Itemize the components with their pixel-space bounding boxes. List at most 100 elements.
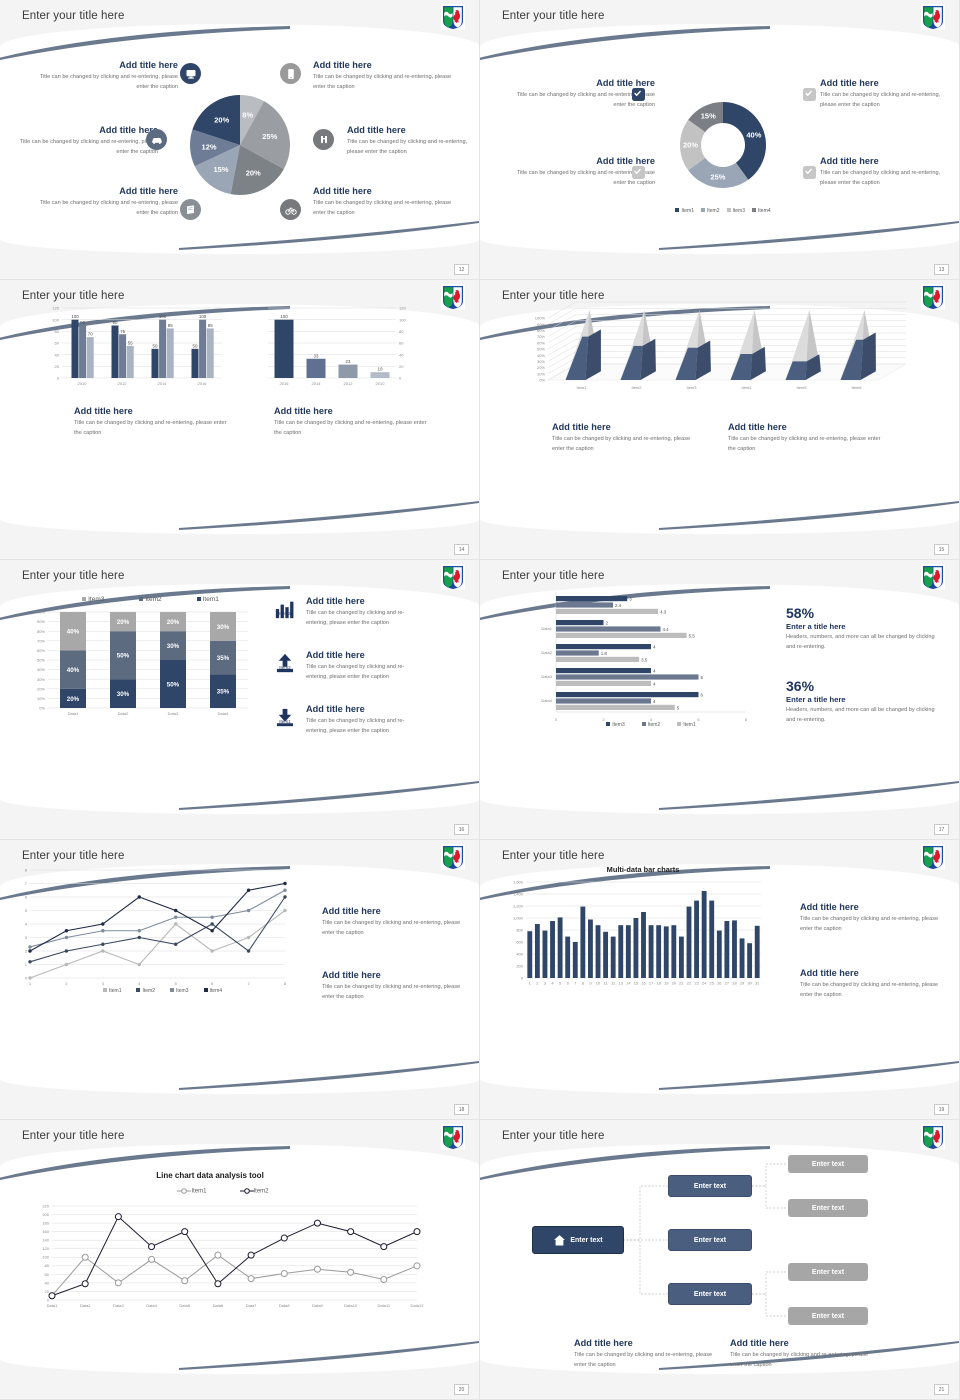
slide-title[interactable]: Enter your title here bbox=[22, 10, 125, 22]
block-heading[interactable]: Add title here bbox=[800, 968, 859, 978]
block-heading[interactable]: Add title here bbox=[119, 186, 178, 196]
slide-cone-3d[interactable]: Enter your title here 15 0% 10% 20% 30% 40% 5… bbox=[480, 280, 960, 560]
svg-text:5: 5 bbox=[677, 705, 680, 710]
slide-org-flow[interactable]: Enter your title here 21 Enter text Ente… bbox=[480, 1120, 960, 1400]
slide-pie-6-icons[interactable]: Enter your title here 12 8% 25% 20% 15% 12% 2… bbox=[0, 0, 480, 280]
slide-title[interactable]: Enter your title here bbox=[502, 290, 605, 302]
flow-leaf-node[interactable]: Enter text bbox=[788, 1199, 868, 1217]
block-caption[interactable]: Title can be changed by clicking and re-… bbox=[306, 664, 405, 680]
download-icon[interactable] bbox=[274, 706, 296, 727]
block-heading[interactable]: Add title here bbox=[313, 60, 372, 70]
icon-with-label[interactable]: Item2 bbox=[274, 652, 296, 673]
block-caption[interactable]: Title can be changed by clicking and re-… bbox=[574, 1352, 713, 1368]
slide-title[interactable]: Enter your title here bbox=[22, 850, 125, 862]
upload-icon[interactable] bbox=[274, 652, 296, 673]
slide-title[interactable]: Enter your title here bbox=[502, 570, 605, 582]
monitor-icon[interactable] bbox=[180, 63, 201, 84]
block-caption[interactable]: Title can be changed by clicking and re-… bbox=[730, 1352, 869, 1368]
block-heading[interactable]: Add title here bbox=[322, 906, 381, 916]
block-heading[interactable]: Add title here bbox=[574, 1338, 633, 1348]
block-caption[interactable]: Title can be changed by clicking and re-… bbox=[800, 916, 939, 932]
flow-leaf-node[interactable]: Enter text bbox=[788, 1307, 868, 1325]
book-icon[interactable] bbox=[180, 199, 201, 220]
slide-title[interactable]: Enter your title here bbox=[502, 850, 605, 862]
block-caption[interactable]: Title can be changed by clicking and re-… bbox=[347, 139, 468, 155]
block-caption[interactable]: Title can be changed by clicking and re-… bbox=[820, 92, 941, 108]
slide-title[interactable]: Enter your title here bbox=[502, 1130, 605, 1142]
slide-title[interactable]: Enter your title here bbox=[502, 10, 605, 22]
block-caption[interactable]: Title can be changed by clicking and re-… bbox=[728, 436, 881, 452]
slide-two-column-bars[interactable]: Enter your title here 14 0 20 40 60 80 100 120… bbox=[0, 280, 480, 560]
block-heading[interactable]: Add title here bbox=[552, 422, 611, 432]
block-caption[interactable]: Title can be changed by clicking and re-… bbox=[800, 982, 939, 998]
car-icon[interactable] bbox=[146, 129, 167, 150]
block-heading[interactable]: Add title here bbox=[820, 78, 879, 88]
block-caption[interactable]: Title can be changed by clicking and re-… bbox=[552, 436, 691, 452]
block-heading[interactable]: Add title here bbox=[596, 156, 655, 166]
block-caption[interactable]: Title can be changed by clicking and re-… bbox=[313, 74, 452, 90]
block-heading[interactable]: Add title here bbox=[306, 596, 365, 606]
block-caption[interactable]: Title can be changed by clicking and re-… bbox=[274, 420, 427, 436]
flow-mid-node[interactable]: Enter text bbox=[668, 1283, 752, 1305]
flow-leaf-node[interactable]: Enter text bbox=[788, 1155, 868, 1173]
block-heading[interactable]: Add title here bbox=[820, 156, 879, 166]
flow-root-node[interactable]: Enter text bbox=[532, 1226, 624, 1254]
checkbox-icon[interactable] bbox=[803, 166, 816, 179]
bar-chart-icon[interactable] bbox=[274, 598, 296, 619]
slide-title[interactable]: Enter your title here bbox=[22, 1130, 125, 1142]
flow-leaf-node[interactable]: Enter text bbox=[788, 1263, 868, 1281]
block-caption[interactable]: Title can be changed by clicking and re-… bbox=[516, 170, 655, 186]
binoculars-icon[interactable] bbox=[313, 129, 334, 150]
block-caption[interactable]: Title can be changed by clicking and re-… bbox=[516, 92, 655, 108]
block-heading[interactable]: Add title here bbox=[730, 1338, 789, 1348]
block-heading[interactable]: Add title here bbox=[596, 78, 655, 88]
block-heading[interactable]: Add title here bbox=[728, 422, 787, 432]
stat-heading[interactable]: Enter a title here bbox=[786, 695, 846, 705]
stat-caption[interactable]: Headers, numbers, and more can all be ch… bbox=[786, 707, 935, 724]
block-caption[interactable]: Title can be changed by clicking and re-… bbox=[306, 718, 405, 734]
block-heading[interactable]: Add title here bbox=[119, 60, 178, 70]
slide-hbar-percent[interactable]: Enter your title here 17 0 2 4 6 8 6 4 5 Data4 4 6… bbox=[480, 560, 960, 840]
slide-title[interactable]: Enter your title here bbox=[22, 570, 125, 582]
block-caption[interactable]: Title can be changed by clicking and re-… bbox=[306, 610, 405, 626]
phone-icon[interactable] bbox=[280, 63, 301, 84]
block-heading[interactable]: Add title here bbox=[347, 125, 406, 135]
block-caption[interactable]: Title can be changed by clicking and re-… bbox=[322, 984, 461, 1000]
slide-stacked-bars[interactable]: Enter your title here 16 0% 10% 20% 30% 40% 5… bbox=[0, 560, 480, 840]
block-caption[interactable]: Title can be changed by clicking and re-… bbox=[19, 139, 158, 155]
block-heading[interactable]: Add title here bbox=[306, 650, 365, 660]
flow-mid-node[interactable]: Enter text bbox=[668, 1175, 752, 1197]
block-heading[interactable]: Add title here bbox=[322, 970, 381, 980]
slide-line-analysis[interactable]: Enter your title here 20 Line chart data… bbox=[0, 1120, 480, 1400]
stat-value[interactable]: 36% bbox=[786, 678, 815, 694]
flow-mid-node[interactable]: Enter text bbox=[668, 1229, 752, 1251]
block-caption[interactable]: Title can be changed by clicking and re-… bbox=[39, 74, 178, 90]
block-heading[interactable]: Add title here bbox=[74, 406, 133, 416]
svg-text:100: 100 bbox=[280, 314, 288, 319]
slide-multi-data-bar[interactable]: Enter your title here 19 Multi-data bar … bbox=[480, 840, 960, 1120]
block-caption[interactable]: Title can be changed by clicking and re-… bbox=[820, 170, 941, 186]
icon-label: Item2 bbox=[279, 665, 291, 670]
block-heading[interactable]: Add title here bbox=[800, 902, 859, 912]
block-heading[interactable]: Add title here bbox=[313, 186, 372, 196]
stat-heading[interactable]: Enter a title here bbox=[786, 622, 846, 632]
bicycle-icon[interactable] bbox=[280, 199, 301, 220]
checkbox-icon[interactable] bbox=[632, 88, 645, 101]
block-heading[interactable]: Add title here bbox=[274, 406, 333, 416]
block-caption[interactable]: Title can be changed by clicking and re-… bbox=[313, 200, 452, 216]
icon-with-label[interactable]: Item1 bbox=[274, 706, 296, 727]
stat-value[interactable]: 58% bbox=[786, 605, 815, 621]
svg-text:4: 4 bbox=[138, 981, 141, 986]
block-caption[interactable]: Title can be changed by clicking and re-… bbox=[39, 200, 178, 216]
block-heading[interactable]: Add title here bbox=[99, 125, 158, 135]
checkbox-icon[interactable] bbox=[803, 88, 816, 101]
checkbox-icon[interactable] bbox=[632, 166, 645, 179]
block-caption[interactable]: Title can be changed by clicking and re-… bbox=[74, 420, 227, 436]
icon-with-label[interactable]: Item3 bbox=[274, 598, 296, 619]
slide-title[interactable]: Enter your title here bbox=[22, 290, 125, 302]
stat-caption[interactable]: Headers, numbers, and more can all be ch… bbox=[786, 634, 935, 651]
block-caption[interactable]: Title can be changed by clicking and re-… bbox=[322, 920, 461, 936]
block-heading[interactable]: Add title here bbox=[306, 704, 365, 714]
slide-donut-4-checks[interactable]: Enter your title here 13 40% 25% 20% 15% Ad… bbox=[480, 0, 960, 280]
